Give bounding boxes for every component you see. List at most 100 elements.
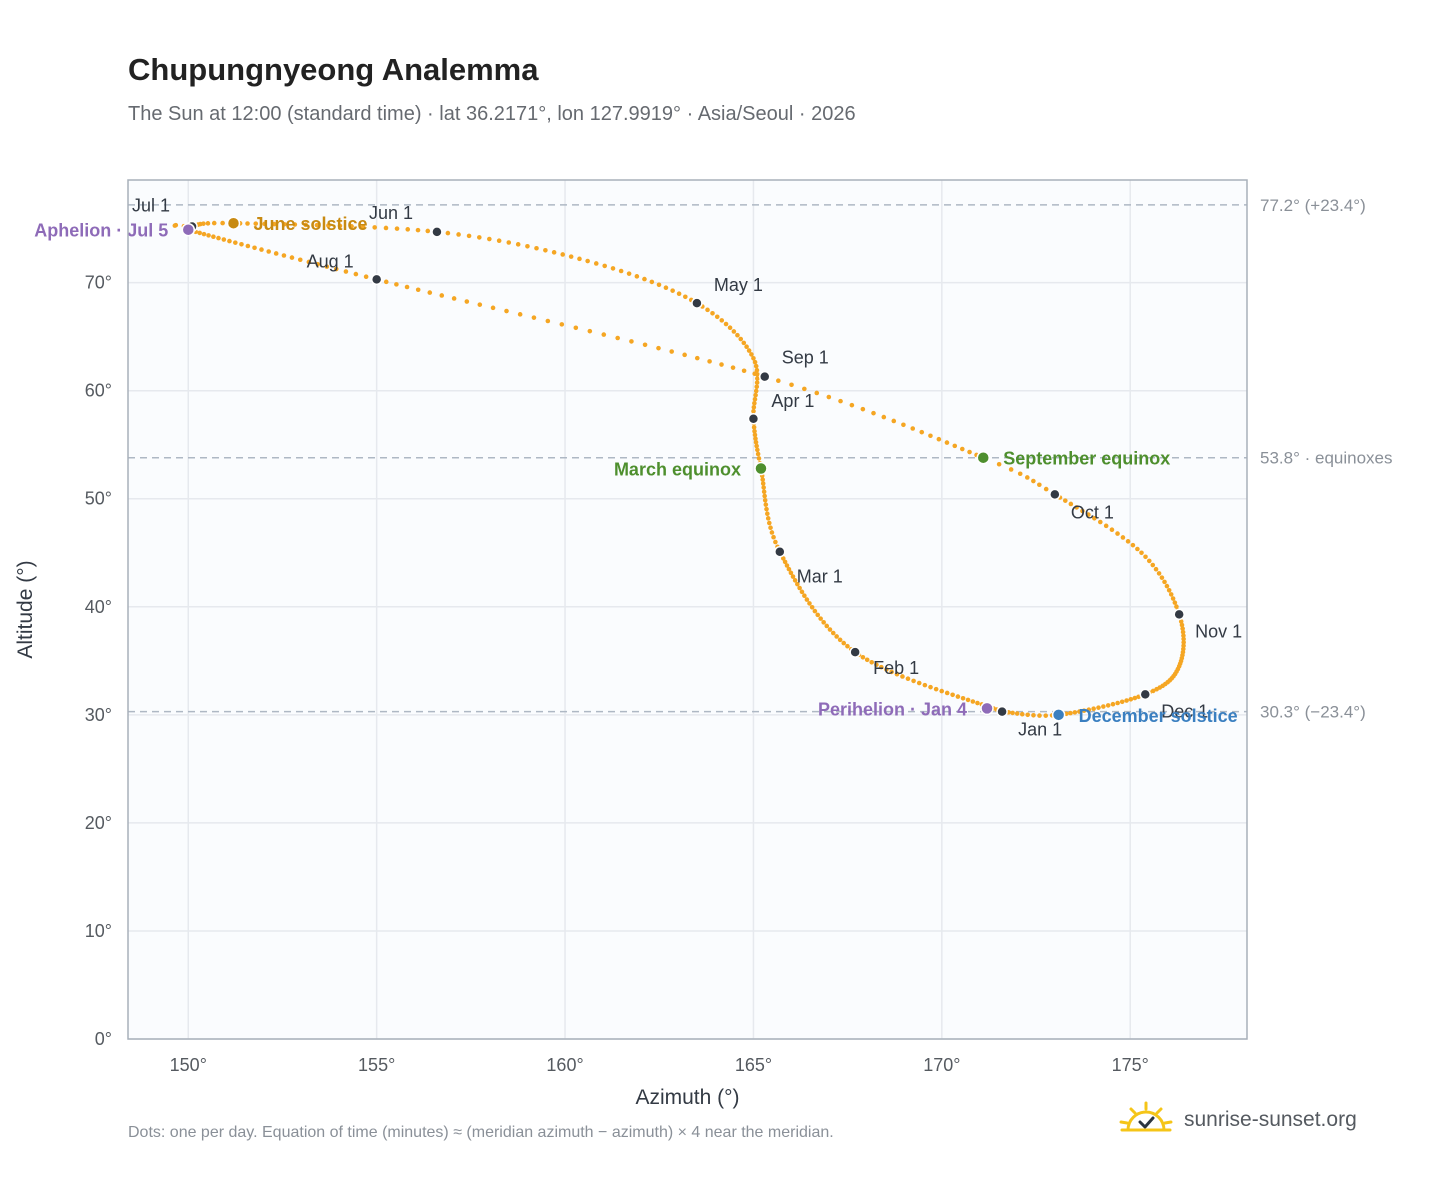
daily-dot [206,233,211,238]
brand-name[interactable]: sunrise-sunset.org [1184,1108,1357,1131]
y-tick-label: 10° [85,921,112,941]
daily-dot [827,627,833,632]
daily-dot [1139,550,1144,556]
daily-dot [587,328,593,334]
month-label: Oct 1 [1071,502,1114,522]
daily-dot [1150,562,1156,568]
daily-dot [245,221,250,226]
x-tick-label: 150° [170,1055,207,1075]
daily-dot [363,274,369,280]
daily-dot [755,447,760,453]
month-marker [747,413,760,425]
daily-dot [944,690,950,696]
daily-dot [1156,571,1162,576]
daily-dot [707,359,712,364]
daily-dot [439,293,445,298]
daily-dot [343,269,349,274]
daily-dot [383,279,389,285]
daily-dot [1174,604,1179,609]
month-label: Nov 1 [1195,621,1242,641]
daily-dot [1159,575,1165,580]
daily-dot [601,332,607,337]
daily-dot [809,604,815,610]
daily-dot [894,671,900,677]
daily-dot [752,371,757,377]
event-marker [226,216,241,230]
daily-dot [975,700,980,706]
daily-dot [884,667,889,672]
daily-dot [824,623,830,629]
daily-dot [760,481,766,486]
daily-dot [1181,633,1186,638]
daily-dot [1168,592,1174,597]
daily-dot [965,697,971,703]
daily-dot [415,287,421,293]
daily-dot [551,250,557,255]
daily-dot [755,451,761,457]
daily-dot [573,325,579,331]
daily-dot [1146,558,1152,564]
daily-dot [682,352,687,358]
daily-dot [749,352,754,357]
daily-dot [266,249,272,254]
daily-dot [663,285,669,290]
y-tick-label: 0° [95,1029,112,1049]
daily-dot [515,242,521,247]
daily-dot [1120,535,1126,540]
daily-dot [804,597,810,602]
daily-dot [1031,712,1036,718]
daily-dot [404,284,410,290]
daily-dot [1125,539,1131,544]
daily-dot [205,221,211,226]
y-tick-label: 50° [85,489,112,509]
daily-dot [959,446,965,452]
daily-dot [752,428,757,434]
daily-dot [735,332,740,338]
daily-dot [490,305,496,311]
daily-dot [766,520,772,526]
daily-dot [1101,704,1106,709]
daily-dot [746,348,752,353]
month-marker [431,226,443,238]
daily-dot [676,291,682,297]
daily-dot [303,222,309,228]
daily-dot [1119,699,1125,705]
daily-dot [314,222,320,228]
daily-dot [754,367,760,373]
daily-dot [1166,587,1172,593]
event-marker [181,222,196,237]
brand-logo[interactable]: sunrise-sunset.org [1118,1100,1357,1140]
daily-dot [642,342,648,348]
x-tick-label: 155° [358,1055,395,1075]
daily-dot [802,386,807,392]
daily-dot [656,282,662,288]
daily-dot [786,566,792,572]
event-label: Aphelion · Jul 5 [34,221,168,241]
month-label: May 1 [714,275,763,295]
daily-dot [756,456,762,461]
x-tick-labels: 150° 155° 160° 165° 170° 175° [170,1055,1149,1075]
daily-dot [792,578,798,583]
daily-dot [754,384,760,390]
event-label: June solstice [253,214,367,234]
daily-dot [789,382,794,388]
daily-dot [939,688,945,694]
x-tick-label: 165° [735,1055,772,1075]
daily-dot [936,436,942,442]
daily-dot [383,225,389,231]
daily-dot [928,433,933,439]
x-tick-label: 170° [923,1055,960,1075]
daily-dot [1068,710,1073,716]
daily-dot [593,261,599,266]
daily-dot [1110,701,1116,707]
daily-dot [531,315,537,320]
daily-dot [970,699,976,704]
daily-dot [618,268,624,274]
daily-dot [545,318,551,324]
month-label: Sep 1 [782,348,829,368]
daily-dot [780,556,786,561]
daily-dot [753,439,759,445]
daily-dot [730,365,736,370]
daily-dot [860,406,866,412]
daily-dot [1008,467,1014,472]
